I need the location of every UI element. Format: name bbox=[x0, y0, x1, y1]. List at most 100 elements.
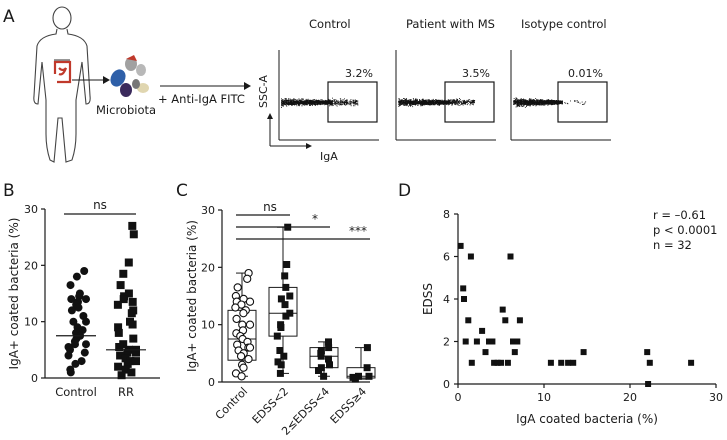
event-dot bbox=[558, 103, 560, 105]
event-dot bbox=[302, 100, 304, 102]
event-dot bbox=[324, 99, 326, 101]
event-dot bbox=[435, 101, 436, 103]
event-dot bbox=[474, 100, 476, 101]
event-dot bbox=[530, 98, 532, 100]
event-dot bbox=[398, 98, 400, 99]
event-dot bbox=[412, 102, 413, 103]
event-dot bbox=[337, 101, 338, 103]
event-dot bbox=[314, 104, 316, 105]
event-dot bbox=[412, 100, 414, 102]
event-dot bbox=[552, 102, 554, 104]
event-dot bbox=[437, 104, 439, 106]
event-dot bbox=[428, 102, 430, 104]
y-tick-label: 20 bbox=[201, 261, 215, 274]
event-dot bbox=[553, 102, 555, 104]
event-dot bbox=[301, 100, 303, 102]
event-dot bbox=[317, 100, 319, 102]
event-dot bbox=[531, 99, 533, 101]
series-rr bbox=[106, 221, 146, 380]
data-point bbox=[121, 354, 130, 363]
panel-letter-c: C bbox=[176, 181, 188, 201]
event-dot bbox=[305, 104, 307, 106]
event-dot bbox=[285, 100, 287, 102]
event-dot bbox=[514, 103, 516, 105]
event-dot bbox=[538, 103, 539, 105]
event-dot bbox=[542, 104, 544, 106]
event-dot bbox=[327, 101, 329, 103]
event-dot bbox=[427, 104, 429, 106]
event-dot bbox=[531, 101, 533, 103]
intestine-icon bbox=[53, 60, 72, 84]
event-dot bbox=[398, 101, 400, 103]
event-dot bbox=[326, 102, 327, 104]
event-dot bbox=[443, 103, 445, 105]
event-dot bbox=[543, 101, 545, 103]
data-point bbox=[277, 295, 285, 303]
event-dot bbox=[453, 100, 455, 102]
event-dot bbox=[412, 102, 414, 104]
data-point bbox=[467, 253, 474, 260]
event-dot bbox=[522, 99, 523, 100]
event-dot bbox=[350, 101, 352, 103]
event-dot bbox=[406, 100, 407, 102]
event-dot bbox=[411, 101, 413, 103]
event-dot bbox=[346, 102, 348, 104]
event-dot bbox=[517, 101, 519, 103]
event-dot bbox=[345, 100, 346, 101]
event-dot bbox=[443, 104, 445, 105]
event-dot bbox=[547, 100, 549, 102]
data-point bbox=[67, 306, 76, 315]
event-dot bbox=[403, 100, 405, 102]
data-point bbox=[363, 364, 371, 372]
event-dot bbox=[459, 102, 460, 104]
event-dot bbox=[408, 103, 410, 105]
event-dot bbox=[418, 101, 420, 102]
event-dot bbox=[552, 100, 554, 102]
event-dot bbox=[556, 103, 558, 104]
event-dot bbox=[330, 100, 332, 102]
event-dot bbox=[346, 100, 347, 102]
event-dot bbox=[283, 102, 285, 103]
event-dot bbox=[457, 100, 459, 101]
event-dot bbox=[539, 100, 541, 102]
event-dot bbox=[355, 103, 357, 105]
event-dot bbox=[543, 100, 545, 102]
event-dot bbox=[404, 99, 406, 101]
event-dot bbox=[339, 104, 341, 106]
event-dot bbox=[344, 102, 346, 104]
event-dot bbox=[523, 101, 525, 102]
event-dot bbox=[334, 101, 336, 103]
event-dot bbox=[549, 101, 551, 103]
event-dot bbox=[356, 100, 357, 102]
event-dot bbox=[412, 106, 414, 108]
event-dot bbox=[299, 103, 301, 105]
significance-label: *** bbox=[349, 224, 367, 238]
data-point bbox=[128, 320, 137, 329]
event-dot bbox=[514, 101, 516, 103]
event-dot bbox=[529, 102, 531, 103]
event-dot bbox=[436, 101, 437, 103]
event-dot bbox=[292, 99, 294, 100]
event-dot bbox=[453, 99, 455, 101]
event-dot bbox=[347, 101, 349, 103]
event-dot bbox=[461, 100, 463, 102]
data-point bbox=[326, 361, 333, 369]
event-dot bbox=[521, 99, 523, 101]
panel-letter-d: D bbox=[398, 181, 411, 201]
event-dot bbox=[318, 101, 320, 103]
event-dot bbox=[531, 101, 533, 103]
event-dot bbox=[455, 103, 457, 105]
event-dot bbox=[286, 98, 287, 100]
event-dot bbox=[554, 101, 555, 103]
event-dot bbox=[452, 100, 454, 102]
event-dot bbox=[410, 104, 412, 106]
event-dot bbox=[306, 102, 307, 104]
event-dot bbox=[310, 103, 312, 105]
event-dot bbox=[412, 101, 414, 103]
event-dot bbox=[288, 104, 290, 106]
event-dot bbox=[403, 101, 405, 103]
event-dot bbox=[565, 102, 567, 104]
event-dot bbox=[294, 101, 296, 102]
event-dot bbox=[448, 99, 450, 101]
event-dot bbox=[428, 100, 430, 102]
